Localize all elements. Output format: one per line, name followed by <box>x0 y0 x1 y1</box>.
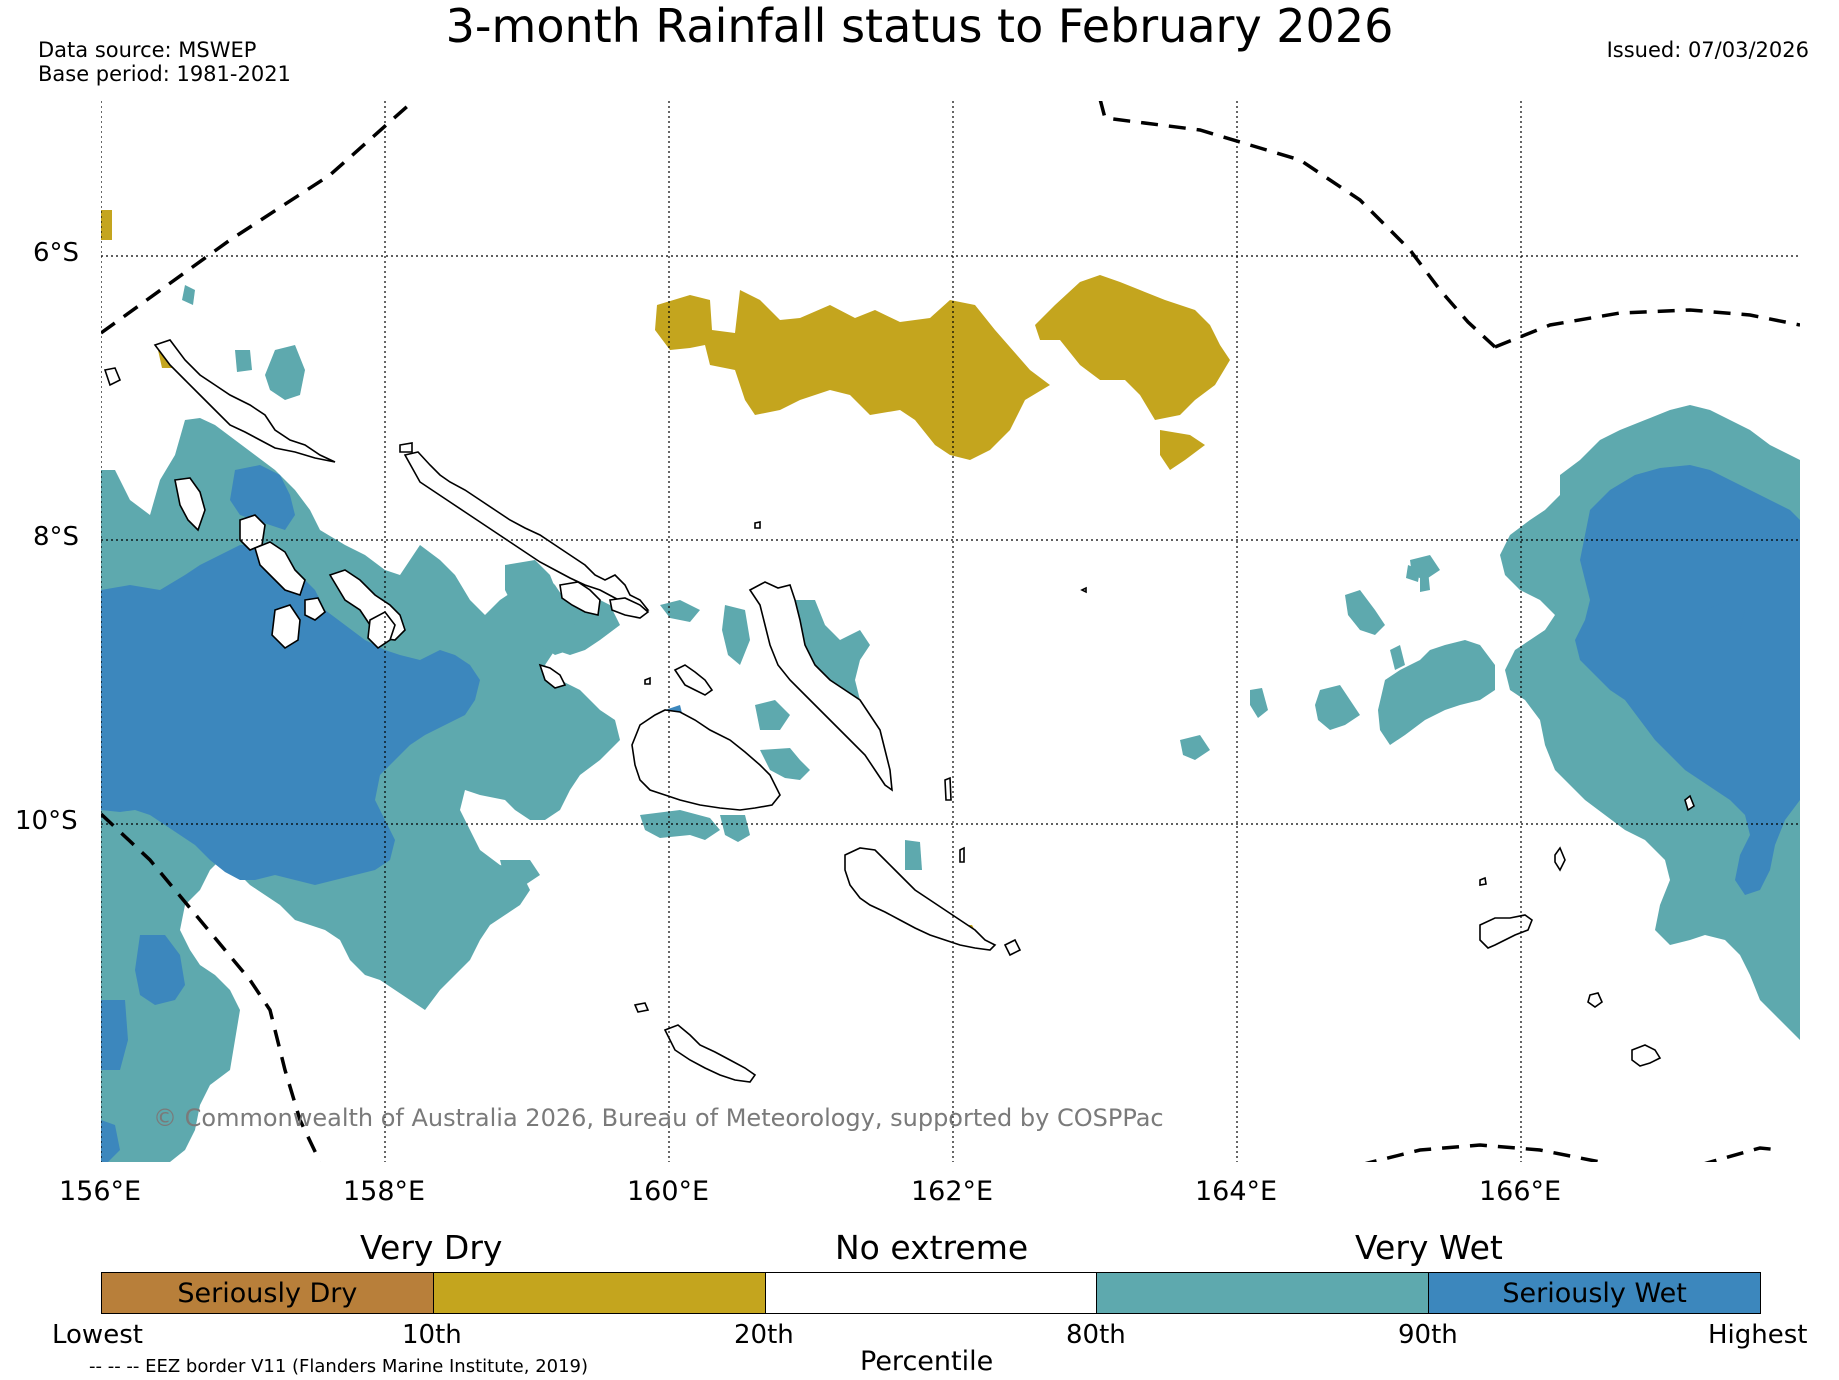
lon-label-156e: 156°E <box>59 1176 142 1207</box>
data-info: Data source: MSWEP Base period: 1981-202… <box>38 38 291 86</box>
lon-label-164e: 164°E <box>1195 1176 1278 1207</box>
legend-very-wet-label: Very Wet <box>1355 1228 1503 1267</box>
lon-label-158e: 158°E <box>343 1176 426 1207</box>
legend-very-dry-label: Very Dry <box>360 1228 503 1267</box>
percentile-axis-label: Percentile <box>860 1346 994 1377</box>
base-period: Base period: 1981-2021 <box>38 62 291 86</box>
lat-label-8s: 8°S <box>33 522 80 552</box>
percentile-tick-highest: Highest <box>1708 1320 1808 1350</box>
issued-date: Issued: 07/03/2026 <box>1606 38 1809 62</box>
legend-seg-seriously-dry: Seriously Dry <box>102 1273 433 1313</box>
lat-label-6s: 6°S <box>33 238 80 268</box>
eez-borders <box>101 101 1800 1162</box>
lon-label-162e: 162°E <box>911 1176 994 1207</box>
percentile-tick-10th: 10th <box>402 1320 462 1350</box>
coastlines <box>103 339 1695 1083</box>
graticule <box>101 101 1800 1162</box>
seriously-wet-regions <box>101 465 1800 1162</box>
percentile-tick-90th: 90th <box>1398 1320 1458 1350</box>
percentile-tick-80th: 80th <box>1066 1320 1126 1350</box>
map-title: 3-month Rainfall status to February 2026 <box>445 0 1394 53</box>
lon-label-160e: 160°E <box>627 1176 710 1207</box>
percentile-tick-20th: 20th <box>734 1320 794 1350</box>
legend-seg-very-wet <box>1096 1273 1429 1313</box>
lat-label-10s: 10°S <box>15 806 78 836</box>
lon-label-166e: 166°E <box>1479 1176 1562 1207</box>
percentile-tick-lowest: Lowest <box>52 1320 143 1350</box>
legend-seg-very-dry <box>432 1273 765 1313</box>
eez-note: -- -- -- EEZ border V11 (Flanders Marine… <box>89 1356 589 1377</box>
legend-seg-seriously-wet: Seriously Wet <box>1428 1273 1760 1313</box>
legend-seg-no-extreme <box>764 1273 1097 1313</box>
legend-colorbar: Seriously Dry Seriously Wet <box>101 1272 1761 1314</box>
legend-no-extreme-label: No extreme <box>835 1228 1029 1267</box>
data-source: Data source: MSWEP <box>38 38 257 62</box>
copyright-notice: © Commonwealth of Australia 2026, Bureau… <box>153 1104 1164 1132</box>
